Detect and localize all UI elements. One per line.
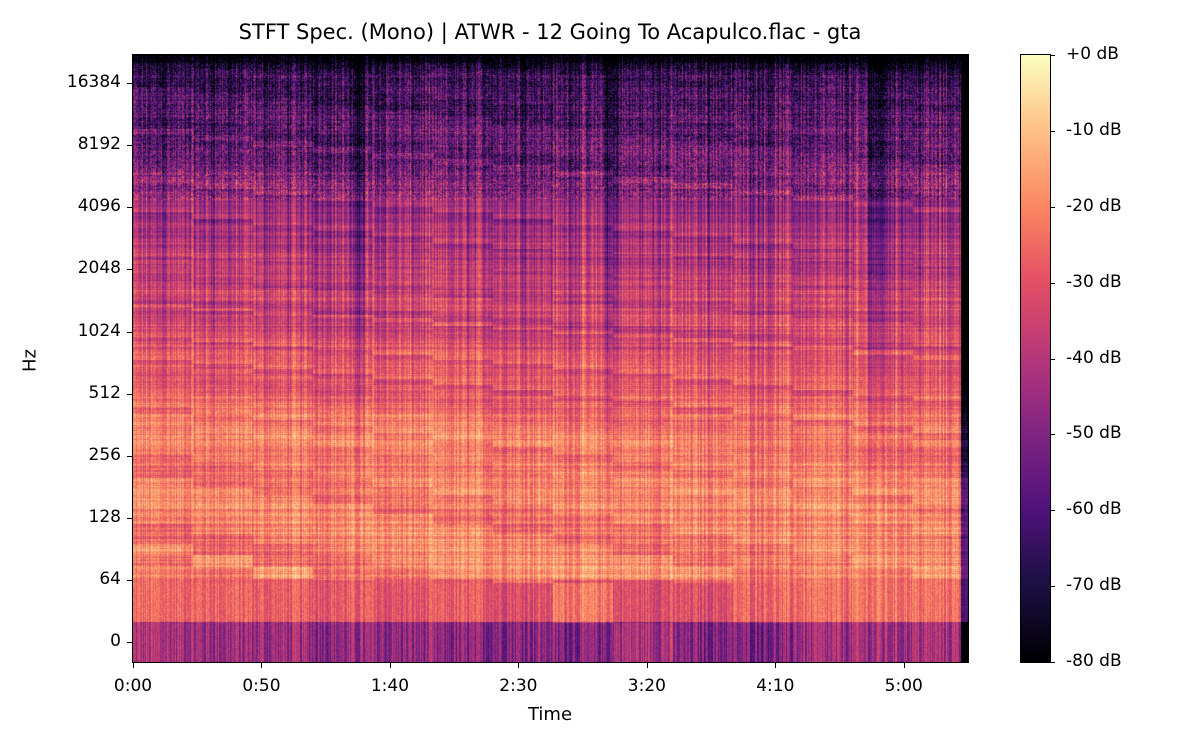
x-tick-mark <box>133 662 134 668</box>
y-tick-label: 1024 <box>77 321 121 341</box>
y-tick-mark <box>127 332 132 333</box>
colorbar-tick-label: -80 dB <box>1066 651 1122 671</box>
colorbar-tick-mark <box>1050 130 1055 132</box>
x-tick-label: 5:00 <box>884 676 923 696</box>
colorbar-tick-mark <box>1050 282 1055 284</box>
x-tick-mark <box>518 662 520 668</box>
x-tick-mark <box>775 662 777 668</box>
x-tick-label: 0:00 <box>113 676 153 696</box>
y-tick-label: 64 <box>99 569 121 589</box>
y-tick-label: 4096 <box>77 196 121 216</box>
y-tick-mark <box>127 394 132 395</box>
x-tick-mark <box>261 662 263 668</box>
colorbar-tick-mark <box>1050 55 1055 56</box>
y-tick-label: 0 <box>110 631 121 651</box>
x-tick-mark <box>646 662 648 668</box>
x-tick-label: 2:30 <box>499 676 538 696</box>
colorbar-frame <box>1020 54 1051 663</box>
colorbar-tick-mark <box>1050 358 1055 360</box>
x-tick-label: 4:10 <box>756 676 795 696</box>
colorbar-tick-label: -40 dB <box>1066 347 1122 368</box>
y-tick-label: 2048 <box>77 258 121 278</box>
y-tick-mark <box>127 518 132 519</box>
y-tick-mark <box>127 580 132 581</box>
y-tick-mark <box>127 269 132 270</box>
colorbar-tick-label: -30 dB <box>1066 271 1122 292</box>
colorbar-tick-label: +0 dB <box>1066 44 1119 64</box>
x-tick-label: 1:40 <box>370 676 410 696</box>
x-tick-label: 3:20 <box>627 676 666 696</box>
y-tick-label: 16384 <box>66 72 121 92</box>
colorbar-tick-label: -70 dB <box>1066 575 1122 596</box>
y-tick-mark <box>127 207 132 208</box>
y-tick-mark <box>127 83 132 84</box>
plot-frame <box>132 54 969 663</box>
x-tick-mark <box>903 662 905 668</box>
colorbar-tick-mark <box>1050 662 1055 663</box>
y-tick-mark <box>127 456 132 457</box>
y-tick-label: 512 <box>88 383 121 403</box>
colorbar-tick-mark <box>1050 510 1055 512</box>
colorbar-tick-label: -10 dB <box>1066 119 1122 140</box>
y-tick-label: 128 <box>88 507 121 527</box>
y-tick-label: 256 <box>88 445 121 465</box>
colorbar-tick-label: -20 dB <box>1066 195 1122 216</box>
colorbar-tick-label: -50 dB <box>1066 423 1122 444</box>
chart-title: STFT Spec. (Mono) | ATWR - 12 Going To A… <box>238 20 862 44</box>
x-tick-label: 0:50 <box>242 676 281 696</box>
x-axis-label: Time <box>527 704 573 725</box>
y-tick-label: 8192 <box>77 134 121 154</box>
colorbar-tick-mark <box>1050 434 1055 436</box>
x-tick-mark <box>389 662 391 668</box>
spectrogram-heatmap <box>133 55 968 662</box>
y-tick-mark <box>127 145 132 146</box>
colorbar-tick-mark <box>1050 586 1055 588</box>
colorbar <box>1021 55 1050 662</box>
colorbar-tick-label: -60 dB <box>1066 499 1122 520</box>
colorbar-tick-mark <box>1050 206 1055 208</box>
y-tick-mark <box>127 642 132 643</box>
y-axis-label: Hz <box>19 349 41 372</box>
